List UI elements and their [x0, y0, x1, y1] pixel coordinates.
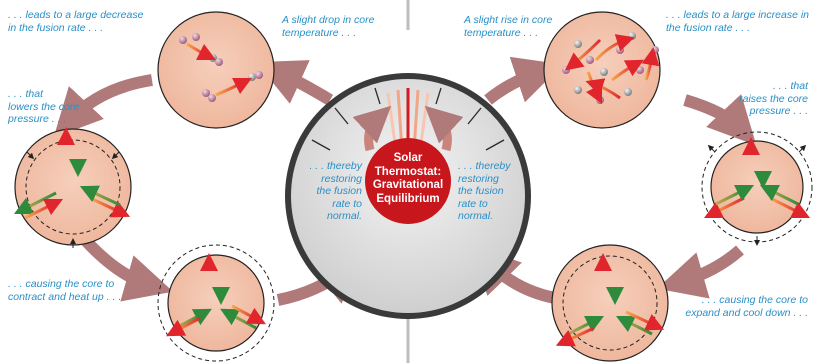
center-badge [365, 138, 451, 224]
caption-line: A slight rise in core [464, 14, 553, 26]
caption-line: raises the core [739, 92, 808, 105]
cycle-arrow-right-2 [683, 94, 757, 146]
caption-line: expand and cool down . . . [685, 306, 808, 319]
caption-line: temperature . . . [282, 26, 357, 39]
core-right-pressure [701, 131, 813, 246]
caption-contract: . . . causing the core to contract and h… [8, 278, 121, 303]
caption-restoring-left: . . . thereby restoring the fusion rate … [300, 160, 362, 223]
caption-line: the fusion rate . . . [666, 21, 751, 34]
core-right-expand [551, 244, 669, 362]
caption-line: pressure . . . [8, 113, 67, 125]
center-title-line: Equilibrium [376, 192, 440, 205]
cycle-arrow-right-3 [656, 245, 744, 299]
caption-expand: . . . causing the core to expand and coo… [668, 294, 808, 319]
cycle-arrow-right-1 [484, 56, 563, 105]
caption-line: . . . leads to a large increase in [666, 9, 809, 21]
caption-large-increase: . . . leads to a large increase in the f… [666, 9, 809, 34]
caption-line: . . . that [772, 80, 808, 92]
caption-line: . . . that [8, 88, 44, 100]
caption-large-decrease: . . . leads to a large decrease in the f… [8, 9, 143, 34]
caption-lowers-pressure: . . . that lowers the core pressure . . … [8, 88, 79, 126]
caption-line: lowers the core [8, 100, 80, 113]
core-left-fusion [157, 11, 275, 129]
core-left-contract [157, 244, 275, 362]
dial-arrow-left [352, 105, 392, 152]
caption-line: . . . thereby [458, 160, 511, 172]
atomic-nucleus-icon [179, 33, 263, 102]
dial-arrow-right [424, 105, 464, 152]
caption-raises-pressure: . . . that raises the core pressure . . … [720, 80, 808, 118]
caption-line: rate to [332, 197, 362, 210]
caption-line: temperature . . . [464, 26, 539, 39]
caption-line: . . . causing the core to [8, 278, 115, 290]
cycle-arrow-left-4 [256, 60, 334, 106]
caption-line: pressure . . . [749, 105, 808, 117]
caption-line: contract and heat up . . . [8, 290, 122, 303]
center-title-line: Gravitational [372, 179, 444, 191]
caption-line: . . . causing the core to [701, 294, 808, 306]
pressure-arrow-icon [26, 151, 120, 248]
core-left-pressure [13, 127, 132, 248]
center-title-line: Solar [393, 152, 423, 164]
caption-line: normal. [326, 210, 362, 222]
caption-line: in the fusion rate . . . [8, 21, 104, 34]
caption-line: restoring [458, 172, 499, 185]
caption-line: restoring [321, 172, 362, 185]
center-title: Solar Thermostat: Gravitational Equilibr… [358, 152, 458, 206]
caption-line: the fusion [316, 185, 362, 197]
caption-slight-drop: A slight drop in core temperature . . . [282, 14, 374, 39]
thermostat-dial-icon [285, 73, 531, 319]
pressure-arrow-icon [707, 144, 807, 246]
caption-line: the fusion [458, 185, 504, 197]
caption-line: . . . leads to a large decrease [8, 9, 144, 21]
cycle-arrow-left-1 [53, 74, 153, 138]
caption-line: A slight drop in core [282, 14, 375, 26]
caption-restoring-right: . . . thereby restoring the fusion rate … [458, 160, 520, 223]
caption-line: normal. [458, 210, 494, 222]
caption-line: rate to [458, 197, 488, 210]
core-right-fusion [543, 11, 661, 129]
caption-slight-rise: A slight rise in core temperature . . . [464, 14, 552, 39]
center-title-line: Thermostat: [374, 165, 442, 178]
caption-line: . . . thereby [309, 160, 362, 172]
